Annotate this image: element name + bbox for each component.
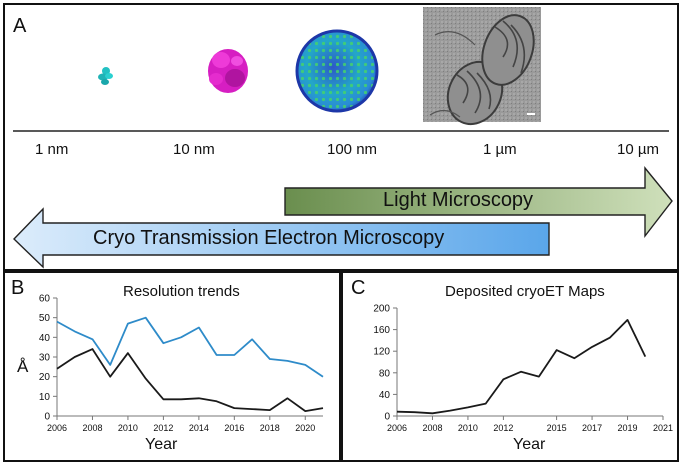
scale-label-10um: 10 µm (617, 141, 659, 158)
panel-b: B Resolution trends Å Year 0 10 20 30 40 50 60… (3, 271, 341, 462)
panel-c: C Deposited cryoET Maps Year 0 40 80 120 160… (341, 271, 679, 462)
chart-b-xtick-label: 2020 (295, 423, 315, 433)
panel-a: A (3, 3, 679, 271)
chart-c-xtick-label: 2015 (547, 423, 567, 433)
chart-c-ytick-label: 80 (379, 368, 391, 379)
chart-c-xtick-label: 2017 (582, 423, 602, 433)
chart-b-ytick-label: 30 (39, 353, 51, 364)
virus-capsid-icon (295, 29, 379, 113)
chart-b-xtick-label: 2012 (153, 423, 173, 433)
chart-b-xtick-label: 2008 (82, 423, 102, 433)
chart-c-ytick-label: 40 (379, 390, 391, 401)
light-microscopy-label: Light Microscopy (383, 189, 534, 211)
chart-b-ytick-label: 60 (39, 294, 51, 305)
light-microscopy-arrow (284, 166, 673, 239)
chart-c-ytick-label: 120 (373, 347, 390, 358)
chart-b-series-black-line (56, 348, 324, 413)
cryo-tem-label: Cryo Transmission Electron Microscopy (93, 227, 445, 249)
scale-label-1um: 1 µm (483, 141, 517, 158)
chart-c-title: Deposited cryoET Maps (445, 283, 605, 300)
small-protein-icon (98, 67, 113, 85)
chart-b-ylabel: Å (17, 357, 29, 376)
chart-c-xtick-label: 2008 (422, 423, 442, 433)
panel-c-letter: C (351, 277, 366, 299)
chart-c-xtick-label: 2019 (618, 423, 638, 433)
ribosome-icon (208, 49, 248, 93)
chart-c-ytick-label: 0 (384, 412, 390, 423)
scale-label-1nm: 1 nm (35, 141, 69, 158)
chart-c-xtick-label: 2006 (387, 423, 407, 433)
chart-b-ytick-label: 40 (39, 333, 51, 344)
chart-c-ytick-label: 160 (373, 325, 390, 336)
cryo-tem-arrow (13, 207, 550, 269)
chart-b-ytick-label: 0 (44, 412, 50, 423)
chart-b-xtick-label: 2018 (260, 423, 280, 433)
chart-b-ytick-label: 10 (39, 392, 51, 403)
chart-b-series-blue-line (56, 316, 324, 378)
chart-c-series-maps-line (396, 319, 647, 415)
chart-b-xlabel: Year (145, 436, 178, 453)
panel-a-canvas (13, 7, 673, 269)
chart-c: 0 40 80 120 160 200 2006 2008 2010 2012 2015 2017 20… (373, 304, 673, 434)
chart-b-title: Resolution trends (123, 283, 240, 300)
chart-b-xtick-label: 2016 (224, 423, 244, 433)
chart-b-ytick-label: 20 (39, 372, 51, 383)
chart-b-xtick-label: 2014 (189, 423, 209, 433)
chart-b-xtick-label: 2010 (118, 423, 138, 433)
chart-b-xtick-label: 2006 (47, 423, 67, 433)
mitochondria-micrograph (423, 7, 541, 126)
panel-a-letter: A (13, 15, 27, 37)
chart-c-xtick-label: 2012 (493, 423, 513, 433)
chart-c-xlabel: Year (513, 436, 546, 453)
scale-label-100nm: 100 nm (327, 141, 378, 158)
chart-b: 0 10 20 30 40 50 60 2006 2008 2010 2012 2014 2016 201… (39, 294, 324, 433)
scale-label-10nm: 10 nm (173, 141, 215, 158)
panel-b-letter: B (11, 277, 25, 299)
chart-c-xtick-label: 2010 (458, 423, 478, 433)
chart-c-ytick-label: 200 (373, 304, 390, 315)
chart-c-xtick-label: 2021 (653, 423, 673, 433)
chart-b-ytick-label: 50 (39, 313, 51, 324)
